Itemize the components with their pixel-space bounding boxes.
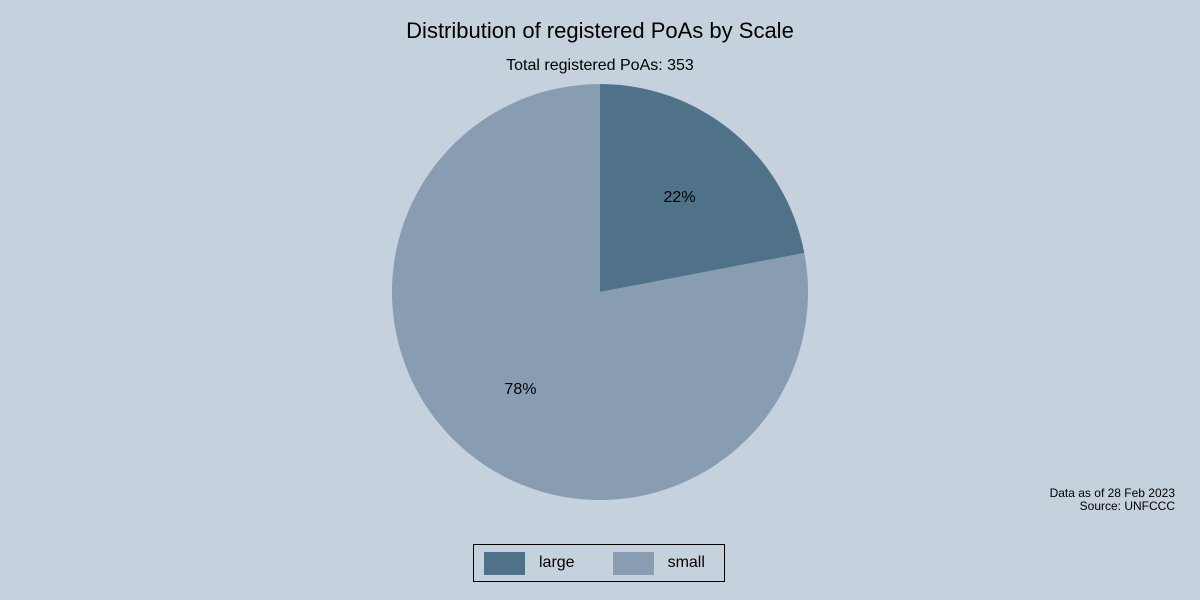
- data-date-note: Data as of 28 Feb 2023: [1049, 486, 1175, 500]
- pie-slice-small: [392, 84, 808, 501]
- chart-subtitle: Total registered PoAs: 353: [506, 57, 694, 74]
- legend-label-small: small: [667, 554, 705, 571]
- legend-item-small: small: [612, 551, 705, 575]
- source-label: Source: UNFCCC: [1079, 499, 1175, 513]
- legend-item-large: large: [484, 551, 575, 575]
- legend-swatch-small: [612, 551, 654, 575]
- slice-label-large: 22%: [664, 189, 696, 206]
- source-note: Data as of 28 Feb 2023 Source: UNFCCC: [1050, 487, 1175, 513]
- legend-label-large: large: [539, 554, 575, 571]
- chart-title: Distribution of registered PoAs by Scale: [406, 18, 794, 43]
- slice-label-small: 78%: [504, 381, 536, 398]
- pie-slice-large: [600, 84, 805, 292]
- legend: large small: [473, 544, 725, 582]
- legend-swatch-large: [484, 551, 525, 575]
